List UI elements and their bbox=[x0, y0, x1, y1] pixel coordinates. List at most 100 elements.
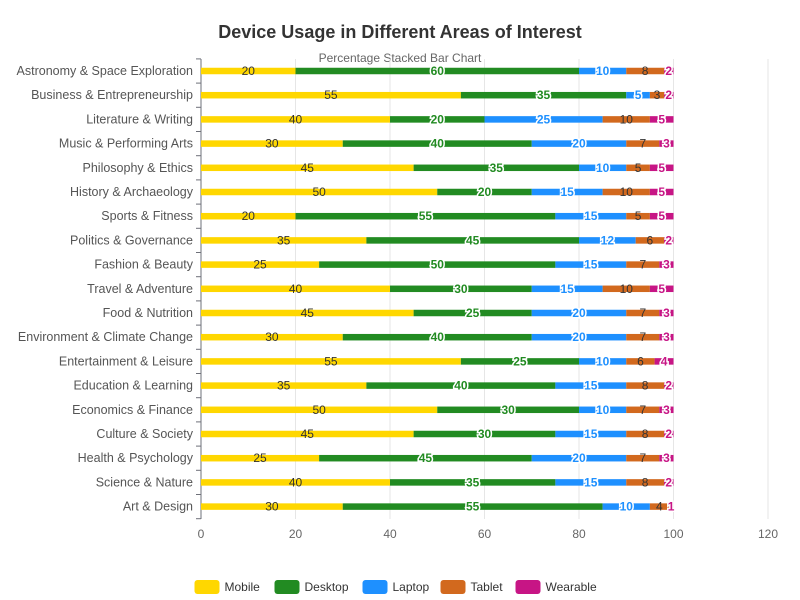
bar-segment-laptop[interactable] bbox=[531, 140, 627, 147]
legend[interactable]: Mobile Desktop Laptop Tablet Wearable bbox=[194, 580, 597, 594]
bar-segment-mobile[interactable] bbox=[201, 67, 296, 75]
bar-segment-mobile[interactable] bbox=[201, 430, 414, 438]
bar-segment-wearable[interactable] bbox=[649, 188, 674, 196]
bar-segment-mobile[interactable] bbox=[201, 382, 367, 389]
bar-segment-desktop[interactable] bbox=[413, 430, 556, 438]
bar-segment-tablet[interactable] bbox=[626, 309, 660, 317]
bar-segment-laptop[interactable] bbox=[602, 503, 650, 510]
bar-segment-tablet[interactable] bbox=[626, 261, 660, 268]
bar-segment-mobile[interactable] bbox=[201, 164, 414, 172]
bar-segment-desktop[interactable] bbox=[295, 67, 580, 75]
bar-segment-tablet[interactable] bbox=[626, 164, 650, 172]
legend-item-desktop[interactable]: Desktop bbox=[274, 580, 349, 594]
bar-segment-desktop[interactable] bbox=[437, 406, 579, 414]
bar-segment-wearable[interactable] bbox=[664, 67, 674, 75]
bar-segment-wearable[interactable] bbox=[668, 503, 674, 510]
bar-segment-tablet[interactable] bbox=[626, 382, 665, 389]
bar-segment-tablet[interactable] bbox=[602, 285, 650, 293]
bar-segment-laptop[interactable] bbox=[555, 212, 627, 220]
bar-segment-tablet[interactable] bbox=[626, 358, 655, 365]
bar-segment-wearable[interactable] bbox=[664, 382, 674, 389]
bar-segment-desktop[interactable] bbox=[413, 309, 532, 317]
bar-segment-wearable[interactable] bbox=[649, 212, 674, 220]
bar-segment-mobile[interactable] bbox=[201, 503, 343, 510]
bar-segment-tablet[interactable] bbox=[649, 91, 665, 99]
bar-segment-desktop[interactable] bbox=[366, 237, 579, 244]
bar-segment-laptop[interactable] bbox=[531, 285, 603, 293]
bar-segment-wearable[interactable] bbox=[649, 164, 674, 172]
bar-segment-mobile[interactable] bbox=[201, 309, 414, 317]
bar-segment-mobile[interactable] bbox=[201, 91, 461, 99]
bar-segment-mobile[interactable] bbox=[201, 358, 461, 365]
bar-segment-wearable[interactable] bbox=[659, 333, 674, 341]
bar-segment-desktop[interactable] bbox=[390, 116, 485, 123]
bar-segment-mobile[interactable] bbox=[201, 188, 438, 196]
bar-segment-tablet[interactable] bbox=[626, 479, 665, 486]
bar-segment-desktop[interactable] bbox=[366, 382, 556, 389]
bar-segment-mobile[interactable] bbox=[201, 406, 438, 414]
bar-segment-laptop[interactable] bbox=[555, 479, 627, 486]
bar-segment-desktop[interactable] bbox=[319, 261, 556, 268]
bar-segment-mobile[interactable] bbox=[201, 261, 320, 268]
bar-segment-wearable[interactable] bbox=[659, 261, 674, 268]
bar-segment-laptop[interactable] bbox=[579, 406, 627, 414]
bar-segment-laptop[interactable] bbox=[531, 309, 627, 317]
bar-segment-tablet[interactable] bbox=[626, 140, 660, 147]
bar-segment-mobile[interactable] bbox=[201, 333, 343, 341]
legend-item-tablet[interactable]: Tablet bbox=[440, 580, 504, 594]
bar-segment-tablet[interactable] bbox=[635, 237, 665, 244]
bar-segment-laptop[interactable] bbox=[484, 116, 603, 123]
bar-segment-mobile[interactable] bbox=[201, 212, 296, 220]
bar-segment-laptop[interactable] bbox=[531, 333, 627, 341]
bar-segment-mobile[interactable] bbox=[201, 237, 367, 244]
bar-segment-wearable[interactable] bbox=[659, 406, 674, 414]
bar-segment-desktop[interactable] bbox=[319, 454, 532, 462]
bar-segment-mobile[interactable] bbox=[201, 454, 320, 462]
bar-segment-tablet[interactable] bbox=[626, 333, 660, 341]
bar-segment-laptop[interactable] bbox=[531, 454, 627, 462]
bar-segment-tablet[interactable] bbox=[626, 212, 650, 220]
bar-segment-laptop[interactable] bbox=[626, 91, 650, 99]
bar-segment-desktop[interactable] bbox=[390, 285, 532, 293]
bar-segment-tablet[interactable] bbox=[602, 188, 650, 196]
bar-segment-mobile[interactable] bbox=[201, 285, 390, 293]
bar-segment-wearable[interactable] bbox=[649, 285, 674, 293]
bar-segment-desktop[interactable] bbox=[437, 188, 532, 196]
bar-segment-tablet[interactable] bbox=[626, 406, 660, 414]
bar-segment-mobile[interactable] bbox=[201, 116, 390, 123]
bar-segment-laptop[interactable] bbox=[579, 358, 627, 365]
bar-segment-mobile[interactable] bbox=[201, 479, 390, 486]
bar-segment-mobile[interactable] bbox=[201, 140, 343, 147]
bar-segment-desktop[interactable] bbox=[342, 333, 532, 341]
legend-item-wearable[interactable]: Wearable bbox=[515, 580, 597, 594]
bar-segment-desktop[interactable] bbox=[295, 212, 556, 220]
bar-segment-tablet[interactable] bbox=[649, 503, 669, 510]
bar-segment-tablet[interactable] bbox=[602, 116, 650, 123]
bar-segment-wearable[interactable] bbox=[664, 430, 674, 438]
bar-segment-desktop[interactable] bbox=[390, 479, 556, 486]
bars[interactable] bbox=[201, 67, 674, 510]
bar-segment-laptop[interactable] bbox=[579, 237, 636, 244]
bar-segment-laptop[interactable] bbox=[555, 430, 627, 438]
bar-segment-desktop[interactable] bbox=[413, 164, 579, 172]
bar-segment-tablet[interactable] bbox=[626, 430, 665, 438]
bar-segment-laptop[interactable] bbox=[555, 261, 627, 268]
bar-segment-tablet[interactable] bbox=[626, 454, 660, 462]
bar-segment-wearable[interactable] bbox=[649, 116, 674, 123]
legend-item-laptop[interactable]: Laptop bbox=[362, 580, 430, 594]
bar-segment-wearable[interactable] bbox=[659, 309, 674, 317]
bar-segment-tablet[interactable] bbox=[626, 67, 665, 75]
bar-segment-laptop[interactable] bbox=[579, 164, 627, 172]
bar-segment-desktop[interactable] bbox=[342, 503, 603, 510]
bar-segment-desktop[interactable] bbox=[460, 358, 579, 365]
bar-segment-wearable[interactable] bbox=[664, 91, 674, 99]
bar-segment-wearable[interactable] bbox=[664, 479, 674, 486]
bar-segment-laptop[interactable] bbox=[555, 382, 627, 389]
bar-segment-wearable[interactable] bbox=[654, 358, 674, 365]
bar-segment-wearable[interactable] bbox=[664, 237, 674, 244]
bar-segment-laptop[interactable] bbox=[579, 67, 627, 75]
bar-segment-wearable[interactable] bbox=[659, 454, 674, 462]
bar-segment-laptop[interactable] bbox=[531, 188, 603, 196]
bar-segment-desktop[interactable] bbox=[342, 140, 532, 147]
legend-item-mobile[interactable]: Mobile bbox=[194, 580, 261, 594]
